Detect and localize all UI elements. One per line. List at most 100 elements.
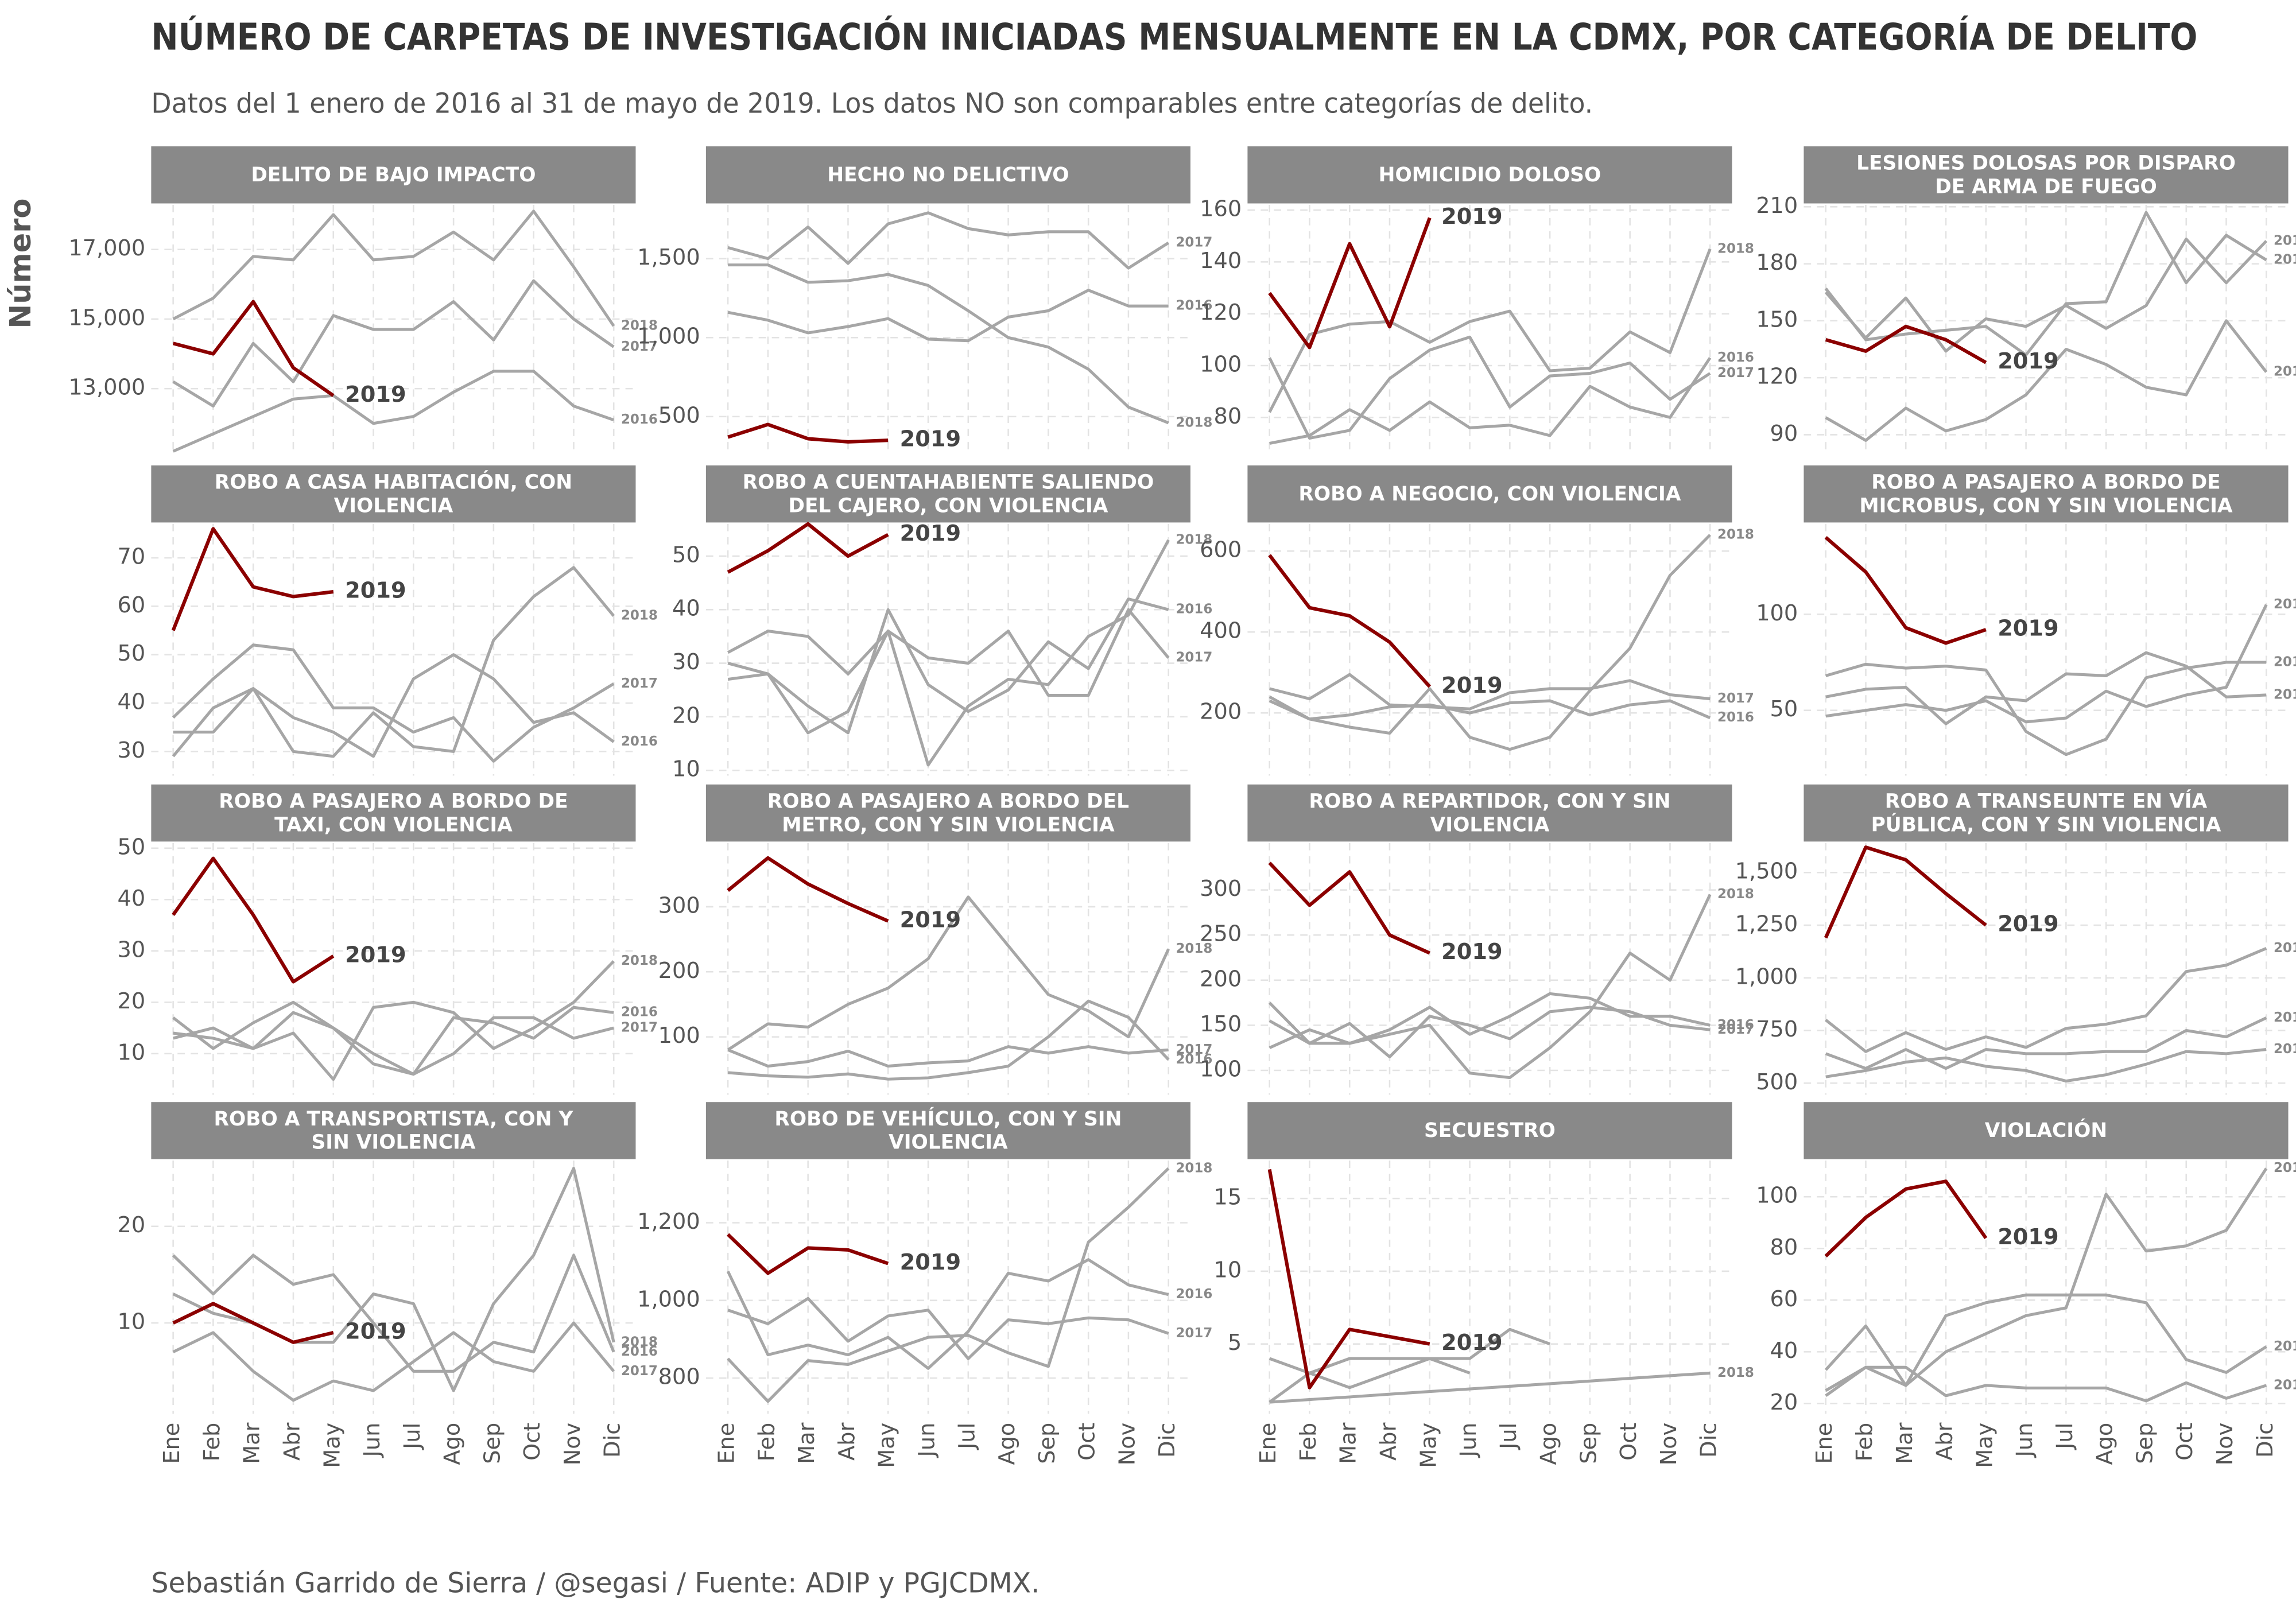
series-label: 2018	[1176, 532, 1212, 547]
series-label: 2019	[345, 578, 406, 604]
series-line	[1269, 673, 1711, 711]
series-line	[172, 1253, 615, 1373]
y-tick-label: 500	[658, 402, 700, 428]
panel-strip	[1247, 465, 1732, 523]
x-tick-label: Feb	[199, 1423, 225, 1462]
panel-title: ROBO A TRANSEUNTE EN VÍA PÚBLICA, CON Y S…	[1871, 789, 2221, 836]
y-tick-label: 30	[118, 937, 146, 962]
series-label: 2019	[1441, 1330, 1502, 1356]
series-label: 2019	[1441, 939, 1502, 965]
y-tick-label: 100	[1756, 1183, 1798, 1209]
panel-title: HECHO NO DELICTIVO	[827, 164, 1069, 187]
series-line	[1267, 1169, 1430, 1389]
series-label: 2016	[2274, 364, 2296, 379]
series-label: 2017	[621, 1364, 658, 1379]
y-tick-label: 1,200	[637, 1209, 700, 1235]
y-tick-label: 140	[1200, 248, 1242, 274]
panel-title: ROBO DE VEHÍCULO, CON Y SIN VIOLENCIA	[774, 1107, 1122, 1154]
series-line	[727, 289, 1169, 343]
panel-strip	[151, 146, 636, 204]
panel-strip	[151, 465, 636, 523]
x-tick-label: Jul	[2052, 1423, 2078, 1450]
y-tick-label: 10	[118, 1309, 146, 1335]
y-tick-label: 200	[1200, 966, 1242, 992]
panel-title: ROBO A PASAJERO A BORDO DEL METRO, CON Y …	[767, 790, 1129, 836]
series-label: 2017	[2274, 687, 2296, 702]
panel-strip	[705, 146, 1190, 204]
x-tick-label: Jun	[359, 1423, 385, 1458]
series-line	[1269, 894, 1712, 1080]
x-tick-label: Abr	[1375, 1422, 1401, 1460]
y-tick-label: 50	[1770, 696, 1798, 722]
x-tick-label: Mar	[1892, 1422, 1918, 1464]
series-label: 2018	[1176, 415, 1212, 430]
series-line	[1269, 1371, 1711, 1404]
series-label: 2019	[345, 382, 406, 407]
panel-title: ROBO A NEGOCIO, CON VIOLENCIA	[1298, 482, 1681, 505]
caption: Sebastián Garrido de Sierra / @segasi / …	[151, 1567, 1040, 1600]
series-line	[172, 300, 335, 397]
y-tick-label: 80	[1770, 1235, 1798, 1260]
panel-title: ROBO A CASA HABITACIÓN, CON VIOLENCIA	[215, 470, 572, 517]
x-tick-label: Nov	[560, 1423, 585, 1466]
chart-title: NÚMERO DE CARPETAS DE INVESTIGACIÓN INIC…	[151, 15, 2197, 59]
x-tick-label: Jul	[1496, 1423, 1522, 1450]
y-tick-label: 40	[672, 596, 700, 622]
panel-title: HOMICIDIO DOLOSO	[1379, 164, 1601, 187]
y-tick-label: 1,000	[637, 1286, 700, 1312]
series-label: 2018	[2274, 1160, 2296, 1175]
panel-title: LESIONES DOLOSAS POR DISPARO DE ARMA DE F…	[1856, 152, 2236, 198]
y-tick-label: 5	[1228, 1330, 1242, 1356]
series-label: 2016	[2274, 1042, 2296, 1057]
series-line	[727, 422, 889, 444]
panel-strip	[1247, 146, 1732, 204]
y-tick-label: 50	[118, 641, 146, 666]
series-label: 2017	[1717, 691, 1754, 706]
panel-title: ROBO A PASAJERO A BORDO DE MICROBUS, CON …	[1859, 471, 2232, 517]
panel-title: SECUESTRO	[1424, 1119, 1556, 1142]
x-tick-label: Feb	[754, 1423, 779, 1462]
series-label: 2018	[1717, 887, 1754, 902]
panel-title: ROBO A TRANSPORTISTA, CON Y SIN VIOLENCIA	[214, 1107, 574, 1154]
series-line	[1825, 1048, 2267, 1083]
series-line	[172, 370, 615, 453]
series-line	[1269, 357, 1712, 445]
series-label: 2018	[1717, 527, 1754, 542]
y-tick-label: 300	[1200, 876, 1242, 902]
series-line	[727, 1297, 1169, 1360]
series-label: 2017	[621, 339, 658, 354]
panel-strip	[1804, 465, 2289, 523]
series-line	[1824, 536, 1987, 645]
y-tick-label: 40	[118, 689, 146, 715]
series-line	[1824, 211, 2267, 356]
y-tick-label: 300	[658, 892, 700, 918]
panel-strip	[1804, 146, 2289, 204]
series-label: 2016	[1717, 350, 1754, 365]
y-tick-label: 17,000	[68, 235, 145, 261]
y-tick-label: 100	[658, 1023, 700, 1049]
series-label: 2017	[1176, 1042, 1212, 1057]
x-tick-label: Mar	[1336, 1422, 1362, 1464]
series-label: 2018	[621, 1334, 658, 1349]
x-tick-label: Ago	[2092, 1423, 2118, 1465]
series-label: 2019	[1998, 1224, 2058, 1250]
series-label: 2017	[1176, 1326, 1212, 1341]
series-label: 2018	[2274, 941, 2296, 956]
series-line	[1824, 845, 1987, 939]
series-line	[1268, 217, 1432, 350]
x-tick-label: Sep	[2132, 1423, 2158, 1464]
series-label: 2019	[900, 907, 961, 933]
series-label: 2016	[1176, 602, 1212, 617]
panel-strip	[1247, 784, 1732, 842]
y-tick-label: 40	[118, 886, 146, 911]
series-line	[1268, 992, 1711, 1045]
y-tick-label: 100	[1756, 600, 1798, 626]
y-tick-label: 30	[118, 737, 146, 763]
series-line	[172, 209, 615, 327]
x-tick-label: Jun	[2012, 1423, 2038, 1458]
series-label: 2017	[2274, 1010, 2296, 1025]
series-label: 2016	[621, 412, 658, 427]
x-tick-label: Oct	[1075, 1423, 1100, 1461]
y-tick-label: 60	[1770, 1286, 1798, 1312]
